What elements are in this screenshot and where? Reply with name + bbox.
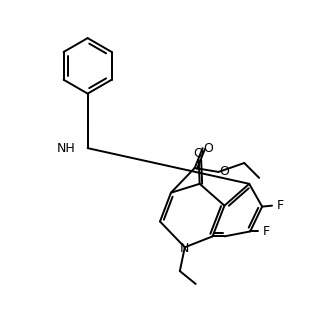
Text: N: N: [180, 242, 189, 255]
Text: O: O: [220, 165, 229, 178]
Text: O: O: [204, 142, 213, 154]
Text: F: F: [277, 199, 284, 212]
Text: O: O: [194, 147, 204, 160]
Text: F: F: [263, 225, 270, 238]
Text: NH: NH: [57, 142, 76, 154]
